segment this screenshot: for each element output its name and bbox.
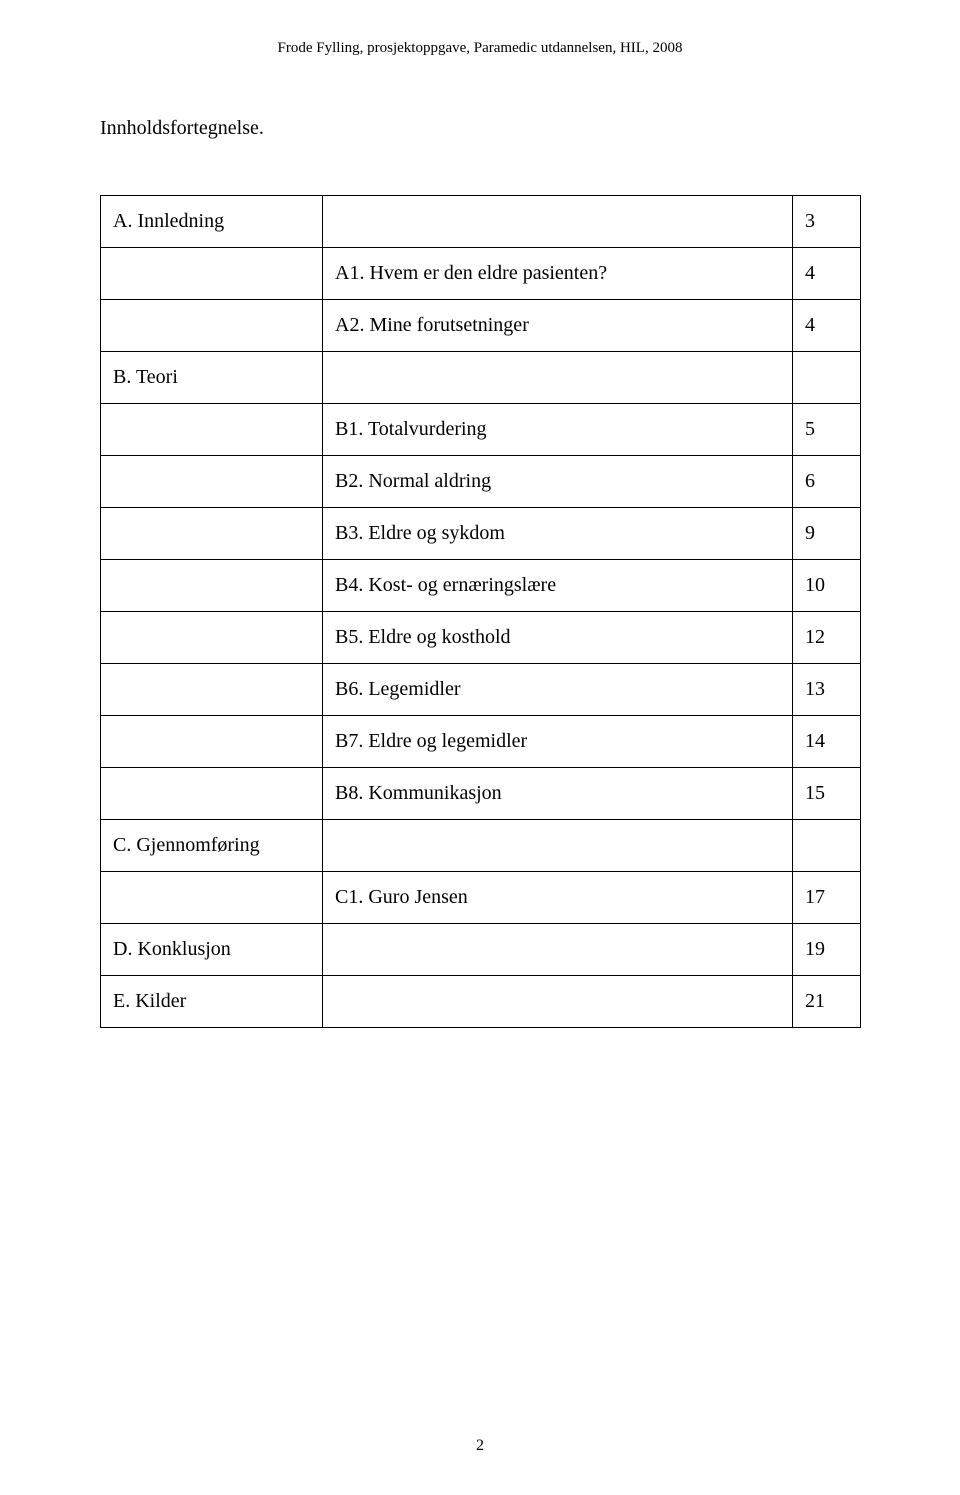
toc-item (323, 196, 793, 248)
table-row: A. Innledning 3 (101, 196, 861, 248)
toc-page: 21 (793, 976, 861, 1028)
toc-section (101, 716, 323, 768)
table-row: C1. Guro Jensen 17 (101, 872, 861, 924)
toc-section: B. Teori (101, 352, 323, 404)
table-row: B7. Eldre og legemidler 14 (101, 716, 861, 768)
toc-item (323, 924, 793, 976)
toc-page: 4 (793, 300, 861, 352)
toc-item: B6. Legemidler (323, 664, 793, 716)
toc-page: 9 (793, 508, 861, 560)
table-row: B4. Kost- og ernæringslære 10 (101, 560, 861, 612)
table-row: B6. Legemidler 13 (101, 664, 861, 716)
toc-section: E. Kilder (101, 976, 323, 1028)
toc-item: B1. Totalvurdering (323, 404, 793, 456)
toc-item: B3. Eldre og sykdom (323, 508, 793, 560)
page-number: 2 (0, 1437, 960, 1455)
toc-page: 12 (793, 612, 861, 664)
toc-table: A. Innledning 3 A1. Hvem er den eldre pa… (100, 195, 861, 1028)
table-row: B. Teori (101, 352, 861, 404)
page-title: Innholdsfortegnelse. (100, 117, 860, 140)
toc-page: 14 (793, 716, 861, 768)
toc-item: B8. Kommunikasjon (323, 768, 793, 820)
toc-section (101, 300, 323, 352)
toc-page: 19 (793, 924, 861, 976)
toc-item (323, 820, 793, 872)
toc-section (101, 456, 323, 508)
toc-item: B2. Normal aldring (323, 456, 793, 508)
toc-section: C. Gjennomføring (101, 820, 323, 872)
toc-section: D. Konklusjon (101, 924, 323, 976)
toc-item (323, 352, 793, 404)
toc-page (793, 352, 861, 404)
document-page: Frode Fylling, prosjektoppgave, Paramedi… (0, 0, 960, 1028)
toc-item: A1. Hvem er den eldre pasienten? (323, 248, 793, 300)
toc-page: 5 (793, 404, 861, 456)
table-row: C. Gjennomføring (101, 820, 861, 872)
toc-page: 4 (793, 248, 861, 300)
table-row: A1. Hvem er den eldre pasienten? 4 (101, 248, 861, 300)
toc-page: 10 (793, 560, 861, 612)
page-header: Frode Fylling, prosjektoppgave, Paramedi… (100, 40, 860, 57)
table-row: A2. Mine forutsetninger 4 (101, 300, 861, 352)
toc-section: A. Innledning (101, 196, 323, 248)
table-row: B1. Totalvurdering 5 (101, 404, 861, 456)
toc-page: 3 (793, 196, 861, 248)
toc-page: 15 (793, 768, 861, 820)
toc-section (101, 768, 323, 820)
toc-section (101, 664, 323, 716)
toc-section (101, 560, 323, 612)
toc-item: C1. Guro Jensen (323, 872, 793, 924)
toc-section (101, 508, 323, 560)
toc-page (793, 820, 861, 872)
toc-item: A2. Mine forutsetninger (323, 300, 793, 352)
table-row: B5. Eldre og kosthold 12 (101, 612, 861, 664)
toc-section (101, 872, 323, 924)
toc-item: B4. Kost- og ernæringslære (323, 560, 793, 612)
toc-page: 13 (793, 664, 861, 716)
table-row: B2. Normal aldring 6 (101, 456, 861, 508)
table-row: E. Kilder 21 (101, 976, 861, 1028)
table-row: B8. Kommunikasjon 15 (101, 768, 861, 820)
toc-section (101, 404, 323, 456)
table-row: D. Konklusjon 19 (101, 924, 861, 976)
toc-item: B5. Eldre og kosthold (323, 612, 793, 664)
table-row: B3. Eldre og sykdom 9 (101, 508, 861, 560)
toc-item (323, 976, 793, 1028)
toc-item: B7. Eldre og legemidler (323, 716, 793, 768)
toc-section (101, 612, 323, 664)
toc-section (101, 248, 323, 300)
toc-page: 17 (793, 872, 861, 924)
toc-page: 6 (793, 456, 861, 508)
